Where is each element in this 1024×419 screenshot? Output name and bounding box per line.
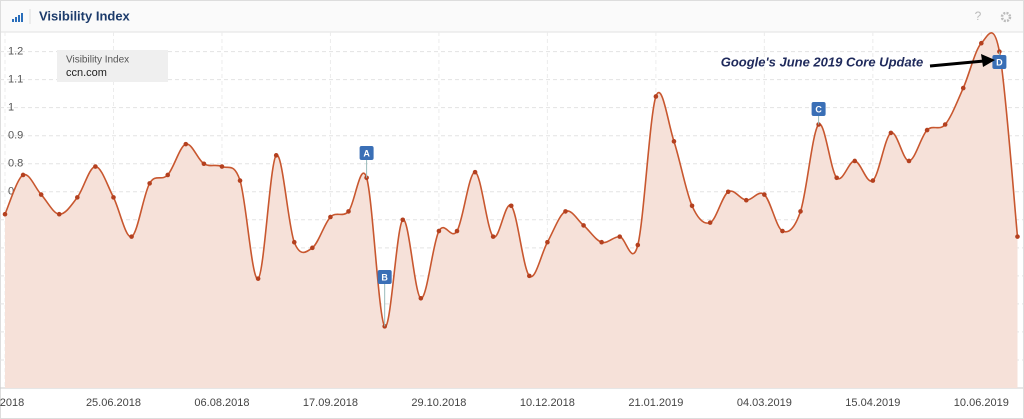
point bbox=[328, 214, 333, 220]
chart-title: Visibility Index bbox=[39, 8, 131, 23]
x-tick-label: 17.09.2018 bbox=[303, 397, 358, 409]
point bbox=[1015, 234, 1020, 239]
point bbox=[762, 192, 767, 197]
marker-label: D bbox=[996, 57, 1003, 67]
point bbox=[852, 158, 858, 164]
point bbox=[273, 153, 279, 158]
point bbox=[545, 239, 550, 245]
point bbox=[237, 178, 243, 183]
point bbox=[201, 161, 207, 167]
point bbox=[960, 85, 966, 91]
point bbox=[653, 94, 659, 99]
y-tick-label: 0.9 bbox=[8, 130, 23, 142]
point bbox=[527, 273, 532, 279]
point bbox=[436, 228, 442, 234]
point bbox=[635, 242, 641, 248]
point bbox=[780, 228, 785, 234]
point bbox=[599, 239, 604, 245]
point bbox=[400, 217, 406, 223]
x-tick-label: 06.08.2018 bbox=[194, 397, 249, 409]
legend-series: Visibility Index bbox=[66, 55, 129, 66]
x-tick-label: 29.10.2018 bbox=[411, 397, 466, 409]
point bbox=[888, 130, 894, 136]
point bbox=[382, 324, 387, 329]
x-tick-label: 10.06.2019 bbox=[954, 397, 1009, 409]
x-tick-label: 04.03.2019 bbox=[737, 397, 792, 409]
chart-icon bbox=[12, 13, 23, 22]
point bbox=[183, 141, 189, 147]
legend-domain: ccn.com bbox=[66, 67, 107, 79]
point bbox=[454, 228, 460, 234]
point bbox=[689, 203, 695, 209]
point bbox=[834, 175, 839, 181]
point bbox=[75, 195, 80, 200]
point bbox=[508, 203, 514, 209]
x-tick-label: 25.06.2018 bbox=[86, 397, 141, 409]
y-tick-label: 1.1 bbox=[8, 74, 23, 86]
point bbox=[563, 209, 568, 214]
y-tick-label: 1.2 bbox=[8, 46, 23, 58]
point bbox=[20, 172, 26, 178]
point bbox=[418, 295, 424, 301]
point bbox=[743, 197, 749, 203]
header bbox=[1, 1, 1023, 32]
annotation: Google's June 2019 Core Update bbox=[721, 54, 923, 69]
marker-label: B bbox=[381, 272, 388, 282]
point bbox=[56, 211, 62, 217]
point bbox=[147, 181, 152, 186]
point bbox=[870, 178, 876, 183]
marker-box bbox=[377, 270, 392, 284]
marker-box bbox=[992, 55, 1007, 69]
y-tick-label: 0.8 bbox=[8, 158, 23, 170]
area bbox=[5, 32, 1018, 388]
point bbox=[93, 164, 98, 169]
point bbox=[798, 209, 803, 214]
x-tick-label: 21.01.2019 bbox=[628, 397, 683, 409]
x-tick-label: 2018 bbox=[0, 397, 24, 409]
point bbox=[165, 172, 171, 178]
point bbox=[671, 139, 677, 144]
point bbox=[707, 220, 713, 225]
point bbox=[255, 276, 261, 281]
annotation-arrow bbox=[929, 59, 985, 68]
point bbox=[906, 158, 912, 164]
point bbox=[310, 245, 315, 251]
marker-label: C bbox=[815, 104, 822, 114]
point bbox=[581, 223, 586, 228]
y-tick-label: 1 bbox=[8, 102, 14, 114]
x-tick-label: 15.04.2019 bbox=[845, 397, 900, 409]
point bbox=[38, 192, 44, 197]
marker-box bbox=[359, 146, 374, 160]
point bbox=[129, 234, 134, 239]
point bbox=[979, 40, 984, 46]
point bbox=[291, 239, 297, 245]
settings-icon[interactable] bbox=[1000, 11, 1012, 23]
arrow-head bbox=[981, 54, 995, 67]
point bbox=[472, 169, 478, 175]
help-icon[interactable]: ? bbox=[975, 9, 982, 23]
point bbox=[617, 234, 623, 239]
point bbox=[490, 234, 496, 239]
point bbox=[219, 164, 225, 169]
point bbox=[942, 122, 948, 127]
x-tick-label: 10.12.2018 bbox=[520, 397, 575, 409]
point bbox=[924, 127, 930, 133]
legend-box bbox=[57, 50, 168, 82]
point bbox=[725, 189, 731, 195]
point bbox=[111, 195, 116, 200]
marker-box bbox=[811, 102, 826, 116]
marker-label: A bbox=[363, 148, 370, 158]
point bbox=[346, 209, 351, 214]
point bbox=[2, 211, 8, 217]
